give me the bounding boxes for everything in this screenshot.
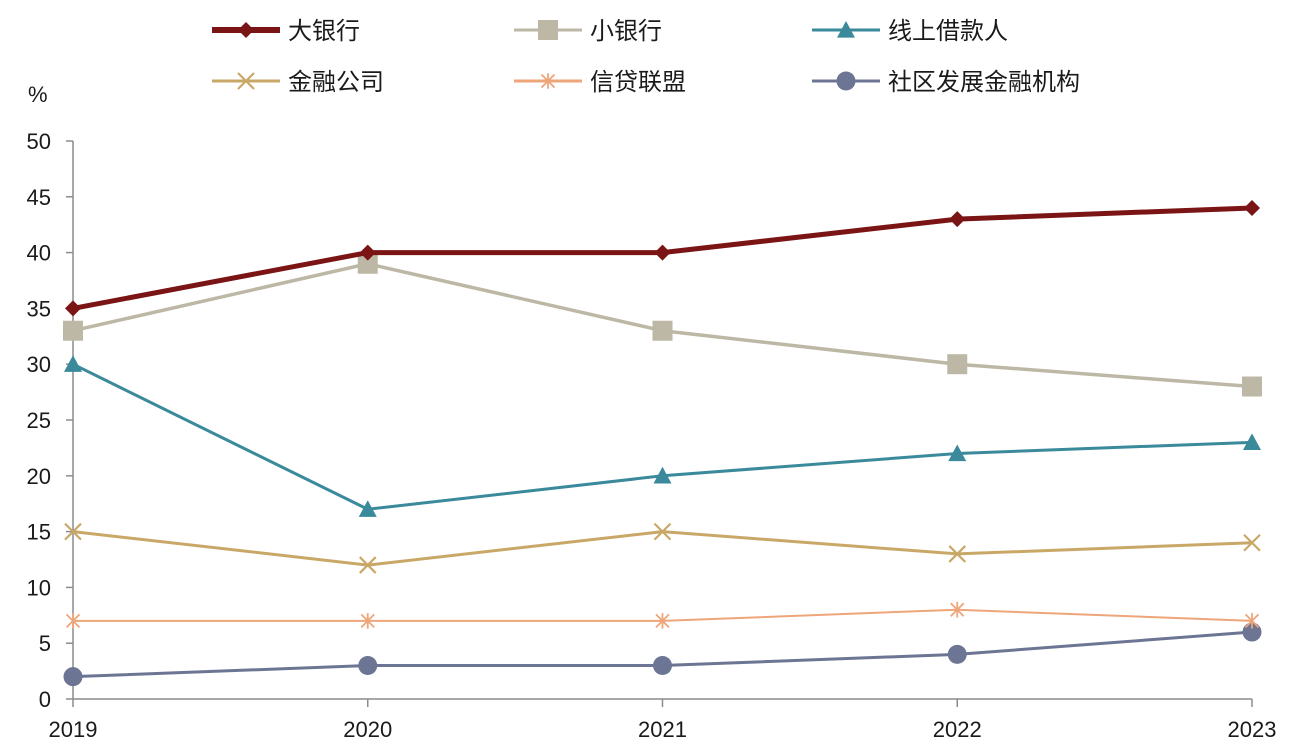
data-point — [947, 644, 967, 664]
data-point — [947, 354, 968, 375]
data-point — [1242, 376, 1262, 397]
legend-label: 小银行 — [590, 18, 662, 45]
data-point — [1243, 433, 1261, 450]
data-point — [63, 320, 83, 341]
legend-item: 信贷联盟 — [514, 69, 686, 96]
series-3 — [64, 355, 1261, 517]
data-point — [63, 667, 83, 687]
data-point — [1242, 622, 1262, 642]
legend-label: 大银行 — [288, 18, 360, 45]
y-tick-label: 30 — [27, 352, 51, 377]
y-tick-label: 35 — [27, 296, 51, 321]
data-point — [358, 500, 377, 517]
series-6 — [63, 622, 1262, 687]
data-point — [1243, 533, 1261, 552]
data-point — [653, 522, 672, 541]
y-tick-label: 45 — [27, 185, 51, 210]
x-tick-label: 2019 — [49, 717, 98, 742]
series-line — [72, 362, 1253, 511]
legend-marker — [538, 20, 558, 40]
x-tick-label: 2023 — [1228, 717, 1277, 742]
legend-item: 线上借款人 — [812, 18, 1008, 45]
data-point — [360, 613, 375, 629]
y-axis: 0 5 10 15 20 25 30 35 40 45 50 — [27, 129, 74, 712]
y-tick-label: 25 — [27, 408, 51, 433]
data-point — [359, 244, 376, 261]
y-tick-label: 40 — [27, 241, 51, 266]
x-tick-label: 2020 — [343, 717, 392, 742]
legend-item: 小银行 — [514, 18, 662, 45]
data-point — [653, 466, 672, 484]
y-tick-label: 20 — [27, 464, 51, 489]
x-tick-label: 2021 — [638, 717, 687, 742]
data-point — [949, 211, 966, 228]
legend-marker — [540, 73, 556, 89]
series-layer — [63, 199, 1262, 687]
y-axis-unit-label: % — [28, 82, 48, 107]
series-line — [72, 530, 1253, 567]
series-5 — [65, 601, 1260, 629]
legend-marker — [238, 22, 254, 38]
legend-marker — [836, 71, 856, 91]
legend-item: 金融公司 — [212, 69, 384, 96]
data-point — [948, 545, 967, 563]
data-point — [654, 244, 671, 261]
legend-label: 社区发展金融机构 — [888, 69, 1080, 96]
y-tick-label: 5 — [39, 631, 51, 656]
data-point — [64, 522, 82, 541]
data-point — [358, 556, 377, 574]
data-point — [358, 656, 378, 676]
data-point — [652, 320, 673, 341]
x-axis: 2019 2020 2021 2022 2023 — [49, 698, 1277, 742]
series-2 — [63, 253, 1262, 397]
data-point — [357, 253, 378, 274]
data-point — [655, 613, 670, 629]
legend-marker — [837, 21, 855, 38]
y-tick-label: 0 — [39, 687, 51, 712]
legend-label: 金融公司 — [288, 69, 384, 96]
data-point — [950, 601, 965, 618]
legend-item: 社区发展金融机构 — [812, 69, 1080, 96]
data-point — [65, 300, 81, 317]
legend-label: 线上借款人 — [888, 18, 1008, 45]
legend-item: 大银行 — [212, 18, 360, 45]
data-point — [64, 355, 82, 372]
x-tick-label: 2022 — [933, 717, 982, 742]
series-4 — [64, 522, 1261, 574]
y-tick-label: 15 — [27, 520, 51, 545]
data-point — [65, 613, 81, 629]
y-tick-label: 50 — [27, 129, 51, 154]
y-tick-label: 10 — [27, 575, 51, 600]
legend-label: 信贷联盟 — [590, 69, 686, 96]
data-point — [653, 656, 672, 676]
data-point — [948, 444, 967, 462]
legend-marker — [237, 72, 255, 90]
data-point — [1244, 613, 1260, 629]
series-1 — [65, 199, 1260, 317]
data-point — [1244, 199, 1260, 216]
